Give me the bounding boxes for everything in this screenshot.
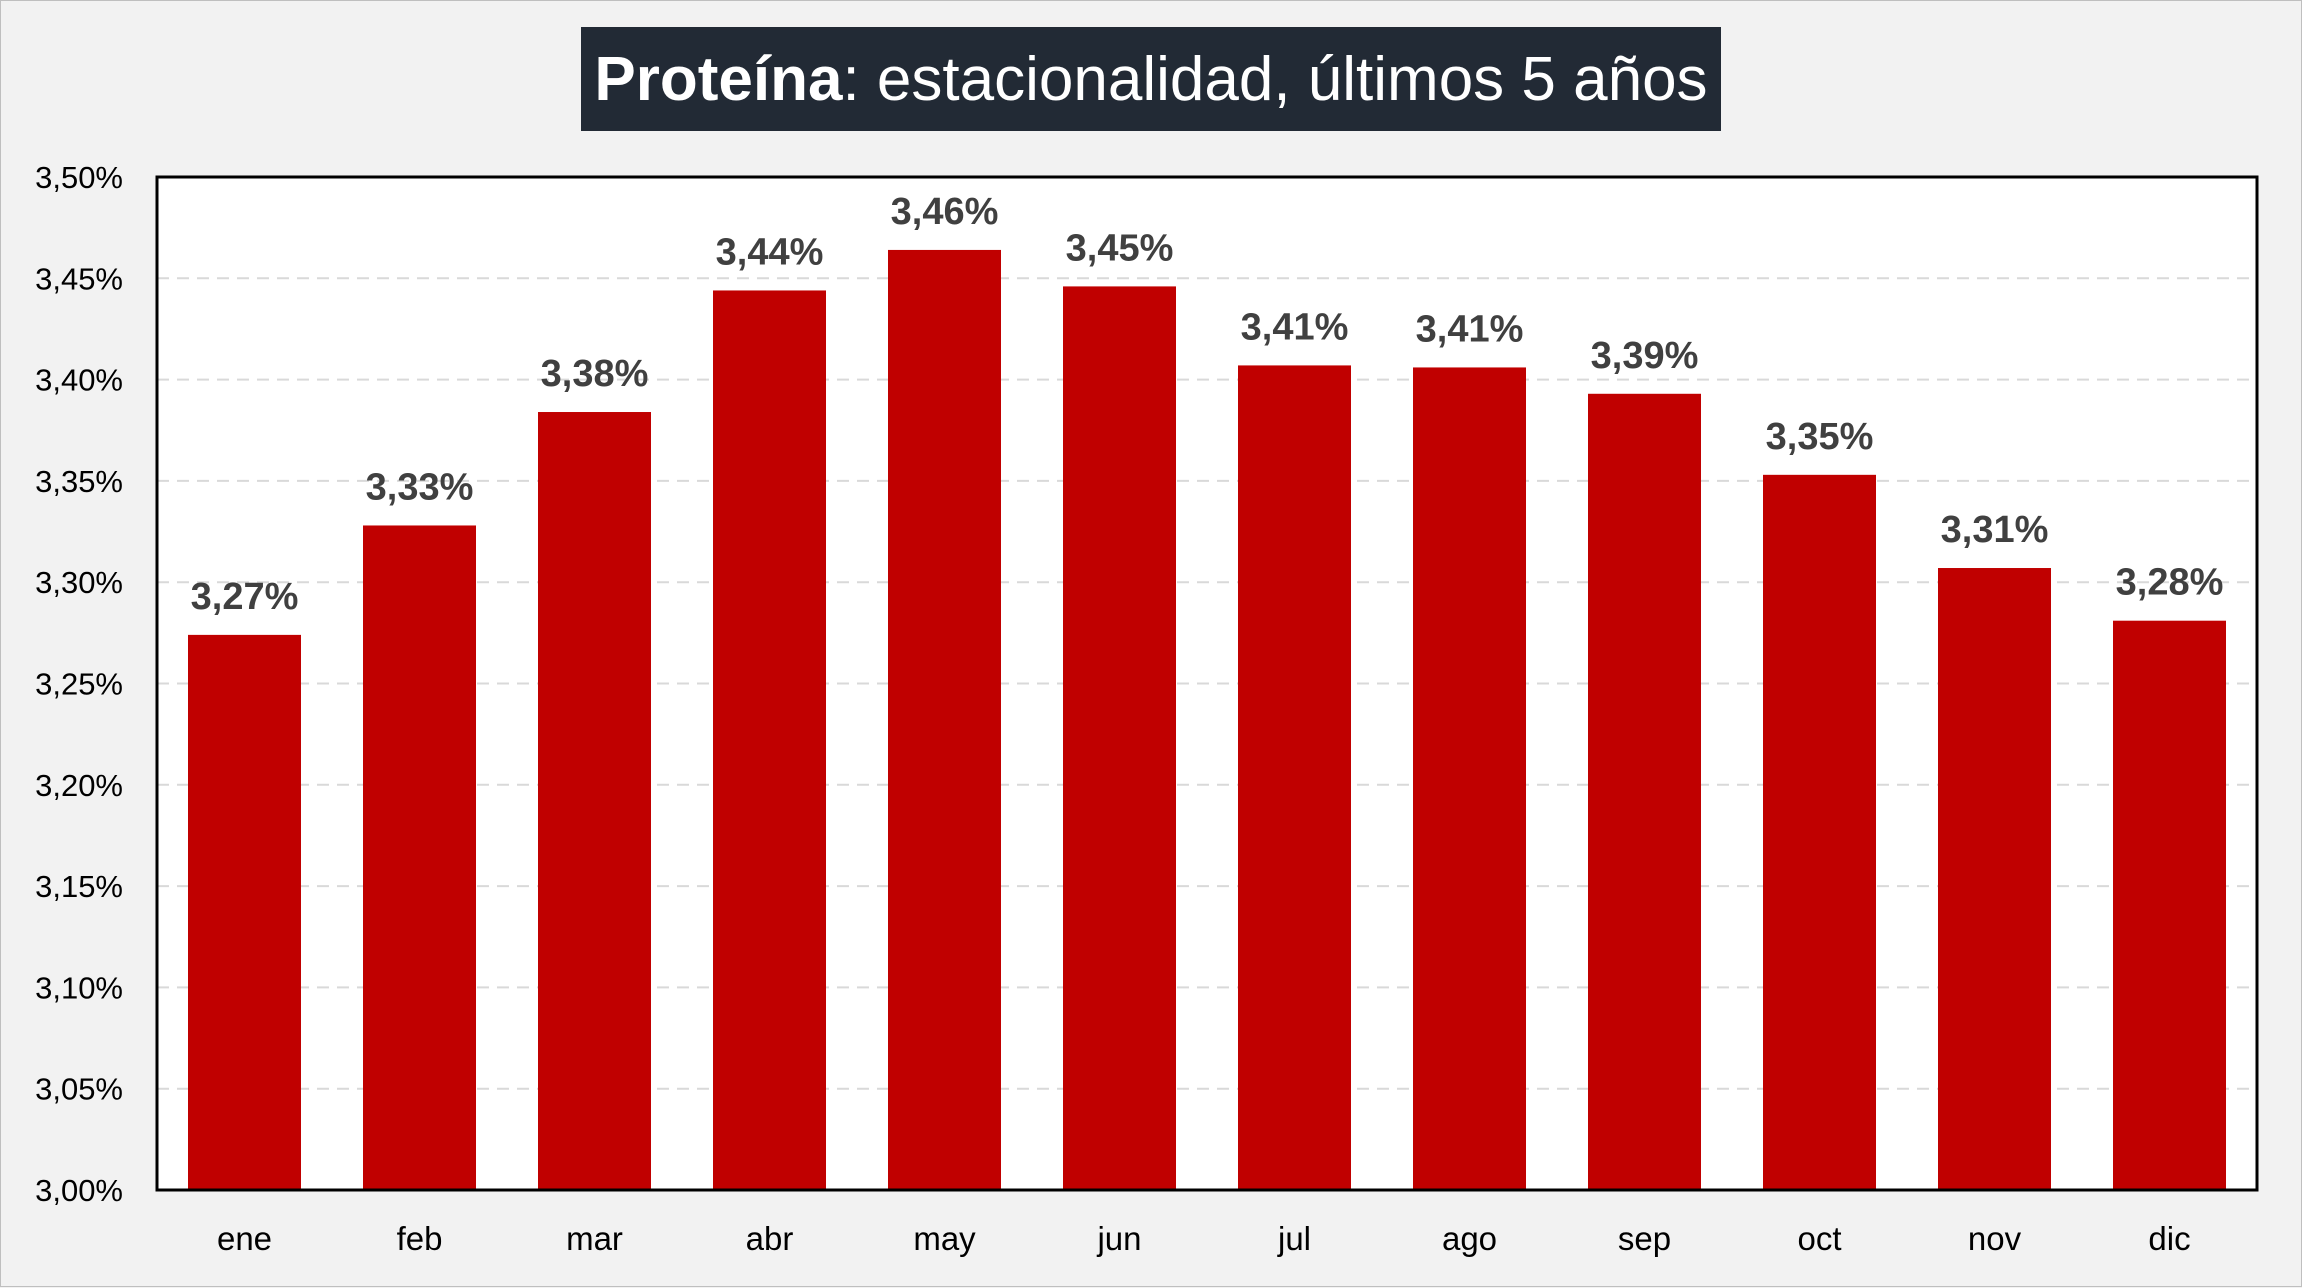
data-label: 3,33% (366, 466, 474, 508)
data-label: 3,39% (1591, 335, 1699, 377)
chart-title-rest: : estacionalidad, últimos 5 años (842, 44, 1708, 114)
x-tick-label: ene (217, 1220, 272, 1257)
y-tick-label: 3,50% (35, 160, 123, 195)
data-label: 3,41% (1241, 306, 1349, 348)
x-tick-label: ago (1442, 1220, 1497, 1257)
bar (1763, 474, 1876, 1190)
data-label: 3,45% (1066, 227, 1174, 269)
bar (2113, 620, 2226, 1190)
x-tick-label: may (913, 1220, 976, 1257)
bar (1063, 286, 1176, 1190)
y-tick-label: 3,00% (35, 1173, 123, 1208)
bar (1238, 365, 1351, 1191)
y-tick-label: 3,15% (35, 869, 123, 904)
y-tick-label: 3,40% (35, 363, 123, 398)
data-label: 3,31% (1941, 509, 2049, 551)
data-label: 3,35% (1766, 416, 1874, 458)
plot-border (155, 175, 2259, 1192)
data-label: 3,46% (891, 191, 999, 233)
x-tick-label: mar (566, 1220, 623, 1257)
y-tick-label: 3,25% (35, 667, 123, 702)
chart-title: Proteína: estacionalidad, últimos 5 años (581, 27, 1721, 131)
x-tick-label: dic (2148, 1220, 2190, 1257)
data-label: 3,41% (1416, 308, 1524, 350)
data-label: 3,44% (716, 231, 824, 273)
bar (713, 290, 826, 1190)
bar (1413, 367, 1526, 1191)
data-label: 3,28% (2116, 562, 2224, 604)
x-tick-label: sep (1618, 1220, 1671, 1257)
bar (538, 412, 651, 1190)
x-tick-label: jun (1096, 1220, 1141, 1257)
bar (888, 249, 1001, 1190)
bar (363, 525, 476, 1190)
x-tick-label: nov (1968, 1220, 2022, 1257)
y-tick-label: 3,30% (35, 565, 123, 600)
bar (1938, 568, 2051, 1190)
x-tick-label: jul (1277, 1220, 1311, 1257)
x-tick-label: feb (397, 1220, 443, 1257)
x-tick-label: oct (1797, 1220, 1841, 1257)
x-tick-label: abr (746, 1220, 794, 1257)
y-tick-label: 3,20% (35, 768, 123, 803)
data-label: 3,27% (191, 576, 299, 618)
bar (1588, 393, 1701, 1191)
y-tick-label: 3,35% (35, 464, 123, 499)
y-tick-label: 3,05% (35, 1072, 123, 1107)
y-tick-label: 3,45% (35, 261, 123, 296)
data-label: 3,38% (541, 353, 649, 395)
bar (188, 634, 301, 1190)
y-tick-label: 3,10% (35, 970, 123, 1005)
chart-title-bold: Proteína (594, 44, 843, 114)
